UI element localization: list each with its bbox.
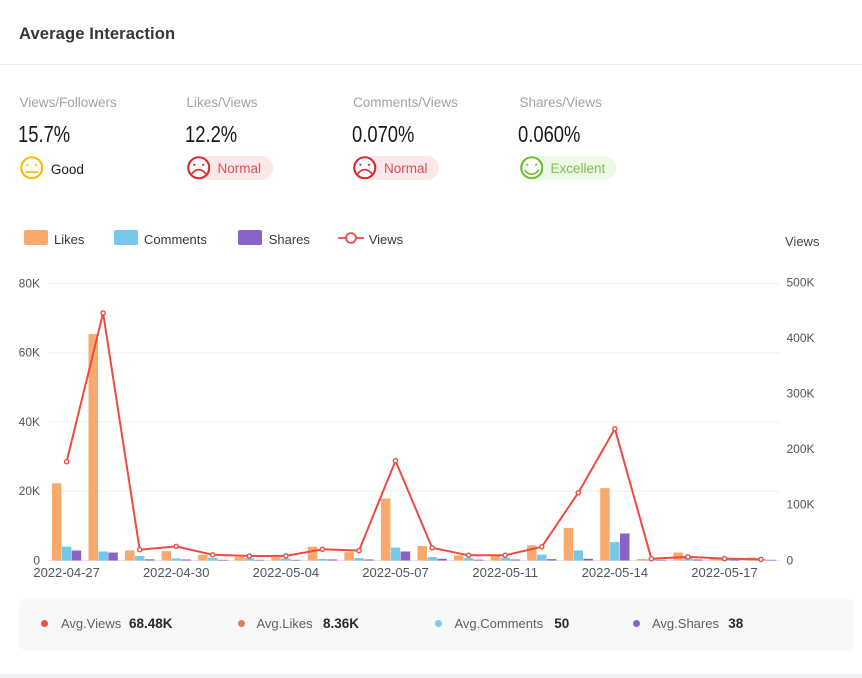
svg-text:0: 0 — [787, 553, 794, 567]
svg-text:0: 0 — [33, 553, 40, 567]
svg-text:2022-05-07: 2022-05-07 — [362, 565, 429, 580]
svg-text:2022-05-11: 2022-05-11 — [472, 565, 538, 580]
svg-text:2022-04-30: 2022-04-30 — [143, 565, 210, 580]
svg-text:100K: 100K — [787, 498, 815, 512]
svg-text:60K: 60K — [19, 346, 40, 360]
svg-text:40K: 40K — [19, 415, 40, 429]
svg-text:2022-05-14: 2022-05-14 — [582, 565, 649, 580]
svg-text:200K: 200K — [787, 442, 815, 456]
svg-text:2022-04-27: 2022-04-27 — [33, 565, 100, 580]
svg-text:20K: 20K — [19, 484, 40, 498]
svg-text:500K: 500K — [787, 276, 815, 290]
svg-text:2022-05-04: 2022-05-04 — [253, 565, 320, 580]
svg-text:2022-05-17: 2022-05-17 — [691, 565, 758, 580]
svg-text:300K: 300K — [787, 387, 815, 401]
svg-text:80K: 80K — [19, 276, 40, 290]
svg-text:400K: 400K — [787, 331, 815, 345]
